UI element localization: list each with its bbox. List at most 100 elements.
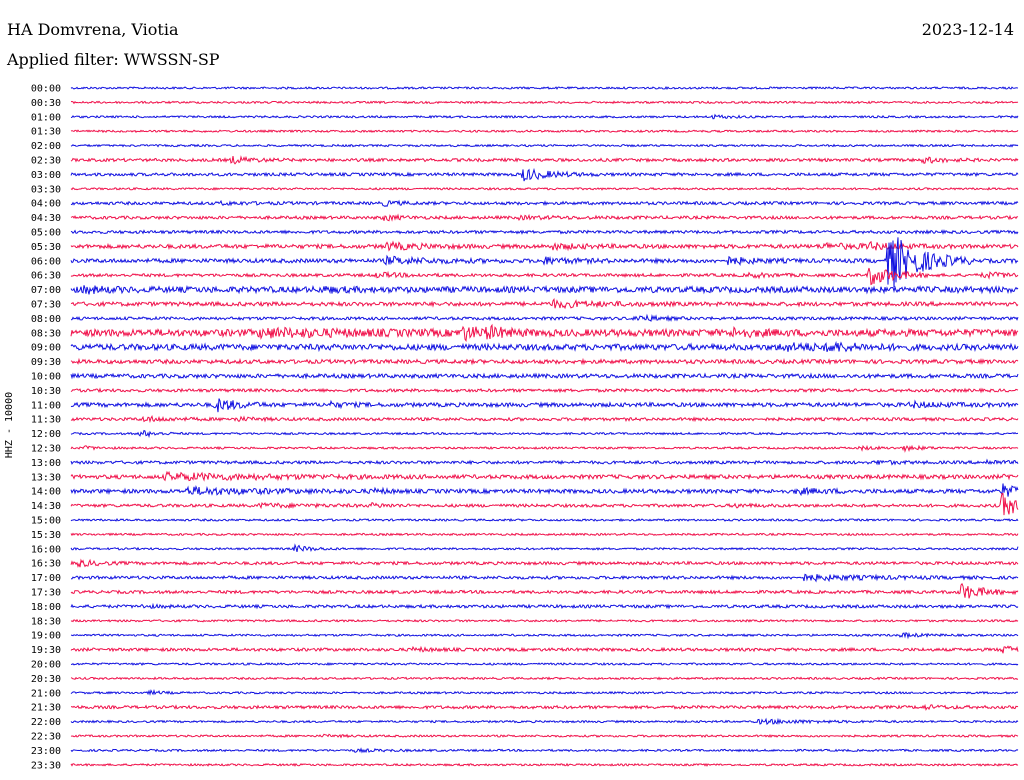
tick-label: 22:30 [31, 732, 61, 743]
tick-label: 08:30 [31, 328, 61, 339]
tick-label: 12:30 [31, 444, 61, 455]
tick-label: 15:30 [31, 530, 61, 541]
seismic-trace [70, 582, 1019, 599]
seismic-trace [70, 313, 1019, 322]
seismic-trace [70, 470, 1019, 482]
seismic-trace [70, 429, 1019, 439]
seismic-trace [70, 558, 1019, 568]
tick-label: 07:30 [31, 300, 61, 311]
seismic-trace [70, 387, 1019, 394]
tick-label: 21:30 [31, 703, 61, 714]
tick-label: 16:00 [31, 544, 61, 555]
tick-label: 05:00 [31, 228, 61, 239]
station-title: HA Domvrena, Viotia [7, 20, 179, 39]
tick-label: 13:00 [31, 458, 61, 469]
tick-label: 05:30 [31, 242, 61, 253]
tick-label: 23:30 [31, 760, 61, 771]
seismic-trace [70, 573, 1019, 583]
seismic-trace [70, 186, 1019, 191]
seismic-trace [70, 100, 1019, 105]
tick-label: 14:00 [31, 487, 61, 498]
tick-label: 08:00 [31, 314, 61, 325]
tick-label: 09:30 [31, 357, 61, 368]
seismic-trace [70, 492, 1019, 516]
seismic-trace [70, 618, 1019, 623]
seismic-trace [70, 229, 1019, 236]
seismic-trace [70, 237, 1019, 287]
tick-label: 21:00 [31, 688, 61, 699]
seismic-trace [70, 517, 1019, 523]
tick-label: 06:00 [31, 256, 61, 267]
tick-label: 03:00 [31, 170, 61, 181]
seismic-trace [70, 676, 1019, 681]
tick-label: 19:30 [31, 645, 61, 656]
seismic-trace [70, 167, 1019, 182]
y-axis-label: HHZ - 10000 [4, 392, 15, 458]
seismic-trace [70, 543, 1019, 553]
seismic-trace [70, 155, 1019, 165]
tick-label: 19:00 [31, 631, 61, 642]
tick-label: 17:30 [31, 588, 61, 599]
seismic-trace [70, 267, 1019, 286]
tick-label: 01:00 [31, 112, 61, 123]
tick-label: 10:30 [31, 386, 61, 397]
tick-label: 10:00 [31, 372, 61, 383]
seismic-trace [70, 717, 1019, 726]
tick-label: 00:00 [31, 84, 61, 95]
tick-label: 04:00 [31, 199, 61, 210]
tick-label: 06:30 [31, 271, 61, 282]
seismic-trace [70, 762, 1019, 767]
tick-label: 09:00 [31, 343, 61, 354]
tick-label: 02:00 [31, 141, 61, 152]
seismic-trace [70, 661, 1019, 666]
filter-label: Applied filter: WWSSN-SP [7, 50, 220, 69]
seismic-trace [70, 458, 1019, 466]
seismic-trace [70, 240, 1019, 252]
seismic-trace [70, 129, 1019, 134]
seismic-trace [70, 199, 1019, 207]
tick-label: 00:30 [31, 98, 61, 109]
tick-label: 15:00 [31, 516, 61, 527]
tick-label: 18:30 [31, 616, 61, 627]
seismic-trace [70, 747, 1019, 754]
tick-label: 20:30 [31, 674, 61, 685]
seismic-trace [70, 415, 1019, 424]
tick-label: 16:30 [31, 559, 61, 570]
tick-label: 22:00 [31, 717, 61, 728]
seismic-trace [70, 602, 1019, 610]
tick-label: 20:00 [31, 660, 61, 671]
chart-date: 2023-12-14 [921, 20, 1014, 39]
tick-label: 07:00 [31, 285, 61, 296]
seismic-trace [70, 689, 1019, 696]
tick-label: 02:30 [31, 156, 61, 167]
seismic-trace [70, 143, 1019, 148]
seismic-trace [70, 323, 1019, 342]
seismic-trace [70, 85, 1019, 90]
seismic-trace [70, 703, 1019, 711]
seismic-trace [70, 213, 1019, 222]
seismic-trace [70, 340, 1019, 353]
seismic-trace [70, 733, 1019, 739]
tick-label: 23:00 [31, 746, 61, 757]
tick-label: 11:30 [31, 415, 61, 426]
tick-label: 13:30 [31, 472, 61, 483]
tick-label: 12:00 [31, 429, 61, 440]
tick-label: 04:30 [31, 213, 61, 224]
seismic-trace [70, 444, 1019, 453]
tick-label: 14:30 [31, 501, 61, 512]
seismic-trace [70, 357, 1019, 366]
seismic-trace [70, 113, 1019, 120]
tick-label: 03:30 [31, 184, 61, 195]
seismic-trace [70, 297, 1019, 310]
seismic-trace [70, 532, 1019, 537]
tick-label: 11:00 [31, 400, 61, 411]
tick-label: 01:30 [31, 127, 61, 138]
seismic-trace [70, 483, 1019, 497]
tick-label: 18:00 [31, 602, 61, 613]
seismic-trace [70, 372, 1019, 380]
tick-label: 17:00 [31, 573, 61, 584]
seismic-trace [70, 645, 1019, 654]
seismic-trace [70, 398, 1019, 413]
seismic-trace [70, 284, 1019, 295]
